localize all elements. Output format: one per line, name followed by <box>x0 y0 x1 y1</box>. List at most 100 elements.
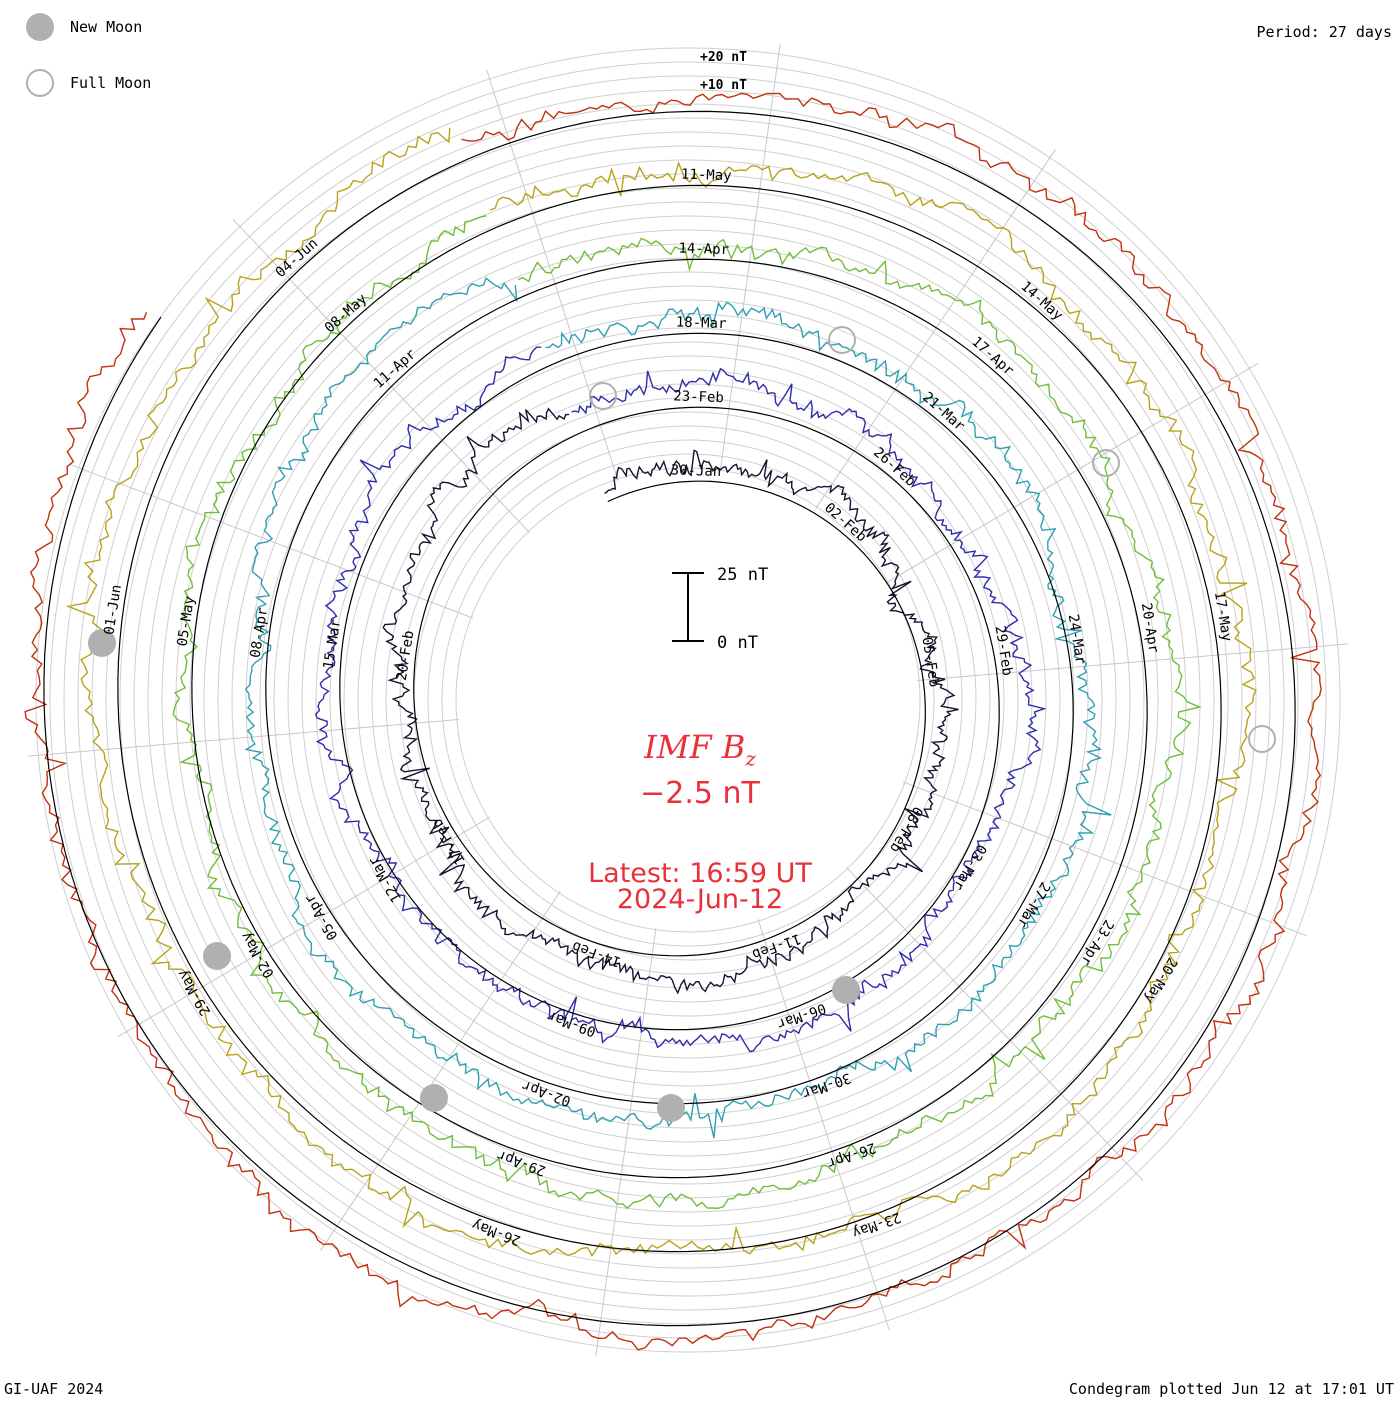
legend-full-moon: Full Moon <box>26 69 151 97</box>
radial-grid-line <box>902 781 1307 937</box>
radial-grid-line <box>320 891 561 1251</box>
trace-feb-mar <box>314 346 1047 1053</box>
date-label: 08-Apr <box>248 606 272 658</box>
grid-ring <box>231 243 1145 1157</box>
radial-grid-line <box>486 69 619 482</box>
grid-ring <box>329 341 1047 1059</box>
date-label: 20-Apr <box>1138 602 1162 654</box>
date-label: 29-May <box>175 967 215 1019</box>
full-moon-marker <box>1248 725 1276 753</box>
radial-grid-line <box>815 149 1056 509</box>
current-value: −2.5 nT <box>640 776 760 811</box>
baseline-apr <box>191 226 1148 1179</box>
date-label: 14-Apr <box>678 240 729 258</box>
date-label: 03-Mar <box>950 841 990 893</box>
new-moon-marker <box>420 1084 448 1112</box>
date-label: 21-Mar <box>919 389 967 435</box>
radial-grid-line <box>885 362 1259 584</box>
ring-scale-label-20: +20 nT <box>700 50 747 65</box>
radial-grid-line <box>917 643 1348 682</box>
grid-ring <box>427 439 949 961</box>
date-label: 23-Apr <box>1077 917 1117 969</box>
latest-date: 2024-Jun-12 <box>616 884 784 915</box>
full-moon-marker <box>1092 449 1120 477</box>
baseline-may-jun <box>43 110 1296 1327</box>
date-label: 26-May <box>470 1216 523 1248</box>
radial-lines <box>28 44 1348 1356</box>
date-label: 20-Feb <box>394 629 418 681</box>
date-label: 15-Mar <box>321 618 345 670</box>
date-label: 27-Mar <box>1013 879 1053 931</box>
baseline-jan-feb <box>413 432 926 957</box>
grid-ring <box>147 159 1229 1241</box>
date-label: 04-Jun <box>273 235 321 281</box>
radial-grid-line <box>757 918 890 1331</box>
grid-ring <box>343 355 1033 1045</box>
date-label: 14-May <box>1017 278 1065 324</box>
new-moon-marker <box>203 942 231 970</box>
scale-bar: 25 nT 0 nT <box>672 565 768 653</box>
trace-apr-may <box>65 127 1257 1257</box>
footer-credit: GI-UAF 2024 <box>4 1380 104 1398</box>
grid-ring <box>49 61 1327 1339</box>
date-label: 05-May <box>174 595 198 647</box>
date-label: 11-May <box>681 167 732 185</box>
grid-rings <box>35 47 1341 1353</box>
grid-ring <box>77 89 1299 1311</box>
date-label: 29-Feb <box>992 625 1016 677</box>
date-label: 29-Apr <box>495 1146 548 1178</box>
trace-mar-apr <box>244 277 1112 1139</box>
trace-jan-feb <box>382 407 959 995</box>
parameter-title-main: IMF B <box>644 728 746 766</box>
grid-ring <box>273 285 1103 1115</box>
baselines <box>43 110 1296 1327</box>
legend-full-moon-label: Full Moon <box>70 74 152 92</box>
radial-grid-line <box>595 927 657 1356</box>
baseline-apr-may <box>117 157 1222 1253</box>
new-moon-icon <box>26 13 54 41</box>
date-label: 11-Apr <box>371 346 419 392</box>
full-moon-icon <box>26 69 54 97</box>
grid-ring <box>119 131 1257 1269</box>
radial-grid-line <box>28 718 459 757</box>
legend-new-moon-label: New Moon <box>70 18 143 36</box>
grid-ring <box>385 397 991 1003</box>
grid-ring <box>245 257 1131 1143</box>
legend-new-moon: New Moon <box>26 13 142 41</box>
date-label: 09-Mar <box>545 1007 598 1039</box>
grid-ring <box>217 229 1159 1171</box>
date-label: 24-Mar <box>1065 613 1089 665</box>
full-moon-marker <box>828 326 856 354</box>
grid-ring <box>203 215 1173 1185</box>
grid-ring <box>161 173 1215 1227</box>
full-moon-marker <box>589 382 617 410</box>
grid-ring <box>91 103 1285 1297</box>
latest-time: Latest: 16:59 UT <box>588 858 812 889</box>
data-traces <box>24 92 1322 1351</box>
date-label: 30-Jan <box>670 462 721 480</box>
trace-may-jun <box>24 92 1322 1351</box>
period-label: Period: 27 days <box>1256 23 1392 41</box>
grid-ring <box>133 145 1243 1255</box>
grid-ring <box>315 327 1061 1073</box>
ring-scale-label-10: +10 nT <box>700 78 747 93</box>
grid-ring <box>455 467 921 933</box>
scale-bar-top-label: 25 nT <box>717 565 768 585</box>
baseline-mar-apr <box>265 295 1074 1105</box>
date-label: 08-May <box>322 291 370 337</box>
grid-ring <box>259 271 1117 1129</box>
new-moon-marker <box>88 629 116 657</box>
date-label: 05-Feb <box>918 636 942 688</box>
moon-markers <box>88 326 1276 1122</box>
grid-ring <box>441 453 935 947</box>
grid-ring <box>175 187 1201 1213</box>
grid-ring <box>301 313 1075 1087</box>
footer-plotted-time: Condegram plotted Jun 12 at 17:01 UT <box>1068 1380 1394 1398</box>
date-label: 01-Jun <box>101 584 125 636</box>
radial-grid-line <box>232 218 531 534</box>
new-moon-marker <box>657 1094 685 1122</box>
scale-bar-bottom-label: 0 nT <box>717 633 758 653</box>
new-moon-marker <box>832 976 860 1004</box>
